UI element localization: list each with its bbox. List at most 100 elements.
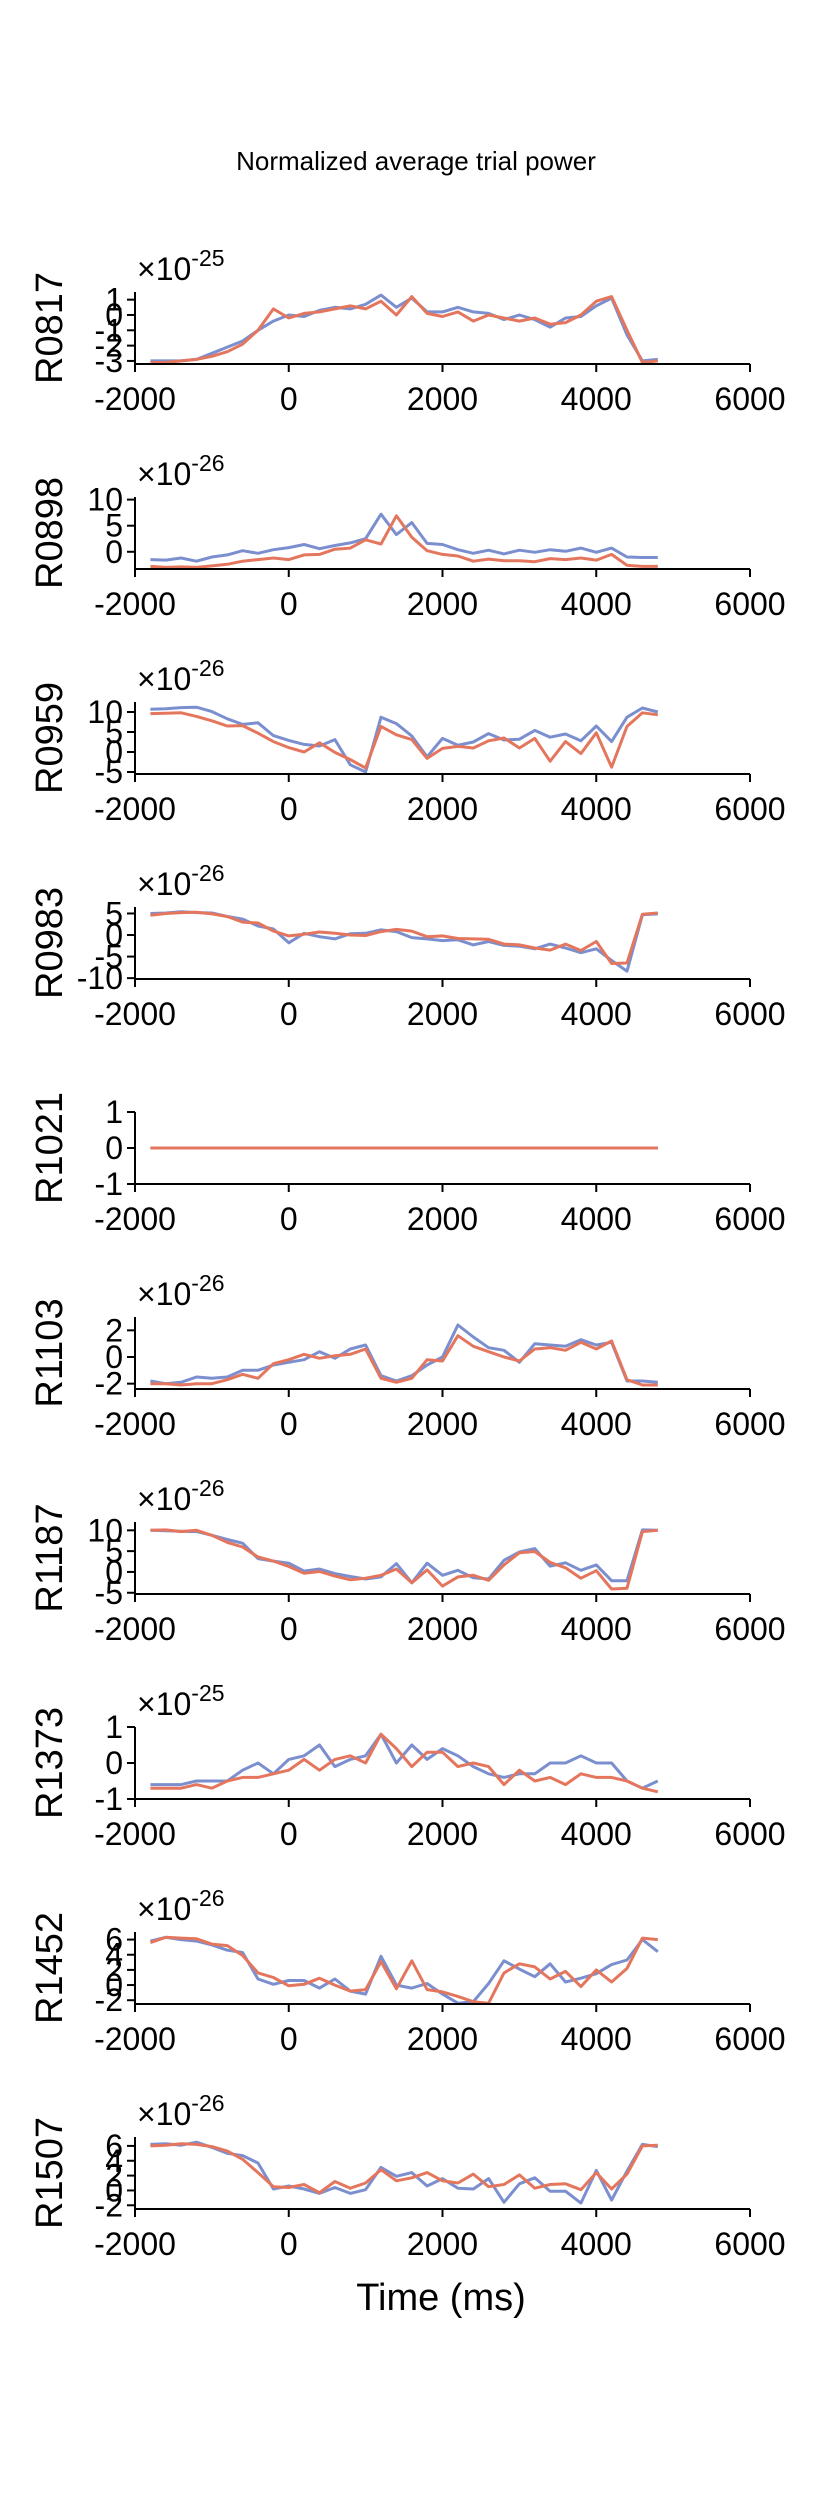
x-tick-label: -2000: [94, 1406, 176, 1442]
y-tick-label: 0: [105, 1130, 123, 1166]
x-tick-label: 2000: [407, 1816, 478, 1852]
x-tick-label: 6000: [714, 1201, 785, 1237]
series-line-2: [150, 514, 658, 569]
y-tick-label: -1: [95, 1781, 123, 1817]
x-tick-label: -2000: [94, 996, 176, 1032]
series-line-2: [150, 910, 658, 965]
y-tick-label: 0: [105, 1554, 123, 1590]
x-tick-label: 4000: [561, 791, 632, 827]
x-tick-label: 4000: [561, 2021, 632, 2057]
y-axis-label: R1103: [29, 1298, 71, 1407]
x-tick-label: 4000: [561, 1406, 632, 1442]
series-line-2: [150, 1334, 658, 1387]
x-tick-label: 4000: [561, 381, 632, 417]
y-tick-label: -1: [95, 1166, 123, 1202]
y-tick-label: 0: [105, 2172, 123, 2208]
y-tick-label: 10: [87, 482, 123, 518]
y-axis-label: R0959: [29, 682, 71, 794]
y-tick-label: 0: [105, 734, 123, 770]
y-tick-label: 0: [105, 917, 123, 953]
series-line-2: [150, 711, 658, 770]
x-tick-label: 4000: [561, 996, 632, 1032]
y-scale-exponent: ×10-26: [137, 860, 225, 902]
y-tick-label: -5: [95, 1575, 123, 1611]
x-axis-label: Time (ms): [356, 2277, 526, 2319]
y-axis-label: R1452: [29, 1912, 71, 2024]
x-tick-label: 6000: [714, 381, 785, 417]
y-tick-label: 5: [105, 895, 123, 931]
series-line-1: [150, 512, 658, 563]
y-scale-exponent: ×10-26: [137, 2090, 225, 2132]
x-tick-label: 0: [280, 2226, 298, 2262]
y-tick-label: -2: [95, 1982, 123, 2018]
y-scale-exponent: ×10-25: [137, 1680, 225, 1722]
y-axis-label: R0817: [29, 272, 71, 384]
y-tick-label: 1: [105, 282, 123, 318]
y-tick-label: 4: [105, 2143, 123, 2179]
y-axis-label: R1373: [29, 1707, 71, 1819]
y-tick-label: 2: [105, 1952, 123, 1988]
x-tick-label: -2000: [94, 1816, 176, 1852]
x-tick-label: 2000: [407, 1611, 478, 1647]
y-tick-label: 1: [105, 1094, 123, 1130]
x-tick-label: 4000: [561, 586, 632, 622]
y-tick-label: -1: [95, 312, 123, 348]
x-tick-label: 0: [280, 1611, 298, 1647]
x-tick-label: 2000: [407, 1406, 478, 1442]
y-tick-label: 10: [87, 694, 123, 730]
series-line-2: [150, 1732, 659, 1794]
series-line-2: [150, 1528, 658, 1591]
y-tick-label: 0: [105, 297, 123, 333]
y-tick-label: 6: [105, 2128, 123, 2164]
y-axis-label: R1187: [29, 1503, 71, 1612]
y-tick-label: -3: [95, 343, 123, 379]
y-scale-exponent: ×10-25: [137, 245, 225, 287]
y-scale-exponent: ×10-26: [137, 1475, 225, 1517]
x-tick-label: 0: [280, 2021, 298, 2057]
x-tick-label: 2000: [407, 381, 478, 417]
y-tick-label: -10: [77, 960, 123, 996]
x-tick-label: 2000: [407, 586, 478, 622]
y-tick-label: 5: [105, 1533, 123, 1569]
y-tick-label: 0: [105, 1339, 123, 1375]
y-scale-exponent: ×10-26: [137, 450, 225, 492]
x-tick-label: 0: [280, 1816, 298, 1852]
x-tick-label: -2000: [94, 1201, 176, 1237]
y-tick-label: 6: [105, 1922, 123, 1958]
x-tick-label: 6000: [714, 1406, 785, 1442]
series-line-1: [150, 705, 659, 774]
y-axis-label: R0983: [29, 887, 71, 999]
x-tick-label: -2000: [94, 381, 176, 417]
x-tick-label: 4000: [561, 1201, 632, 1237]
y-tick-label: 4: [105, 1937, 123, 1973]
series-line-2: [150, 295, 658, 364]
x-tick-label: 2000: [407, 2226, 478, 2262]
x-tick-label: -2000: [94, 1611, 176, 1647]
series-line-2: [149, 1935, 658, 2005]
x-tick-label: 6000: [714, 996, 785, 1032]
y-tick-label: 5: [105, 714, 123, 750]
x-tick-label: 6000: [714, 2226, 785, 2262]
series-line-1: [150, 1323, 658, 1386]
y-tick-label: 2: [105, 2158, 123, 2194]
x-tick-label: -2000: [94, 2021, 176, 2057]
y-axis-label: R1021: [29, 1092, 71, 1204]
y-axis-label: R0898: [29, 477, 71, 589]
x-tick-label: 0: [280, 791, 298, 827]
panels-group: 10-1-2-3-2000 0 2000 4000 6000×10-25R0817105…: [29, 245, 786, 2262]
y-tick-label: -2: [95, 2187, 123, 2223]
x-tick-label: 6000: [714, 2021, 785, 2057]
y-tick-label: 0: [105, 1745, 123, 1781]
x-tick-label: -2000: [94, 791, 176, 827]
y-tick-label: 0: [105, 1967, 123, 2003]
x-tick-label: 0: [280, 586, 298, 622]
x-tick-label: 2000: [407, 791, 478, 827]
x-tick-label: 6000: [714, 1611, 785, 1647]
x-tick-label: 0: [280, 381, 298, 417]
